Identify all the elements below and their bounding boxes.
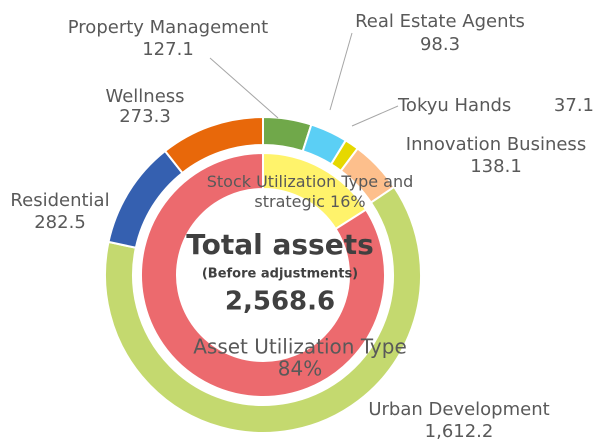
total-label: Total assets: [186, 228, 374, 261]
outer-segment: [104, 185, 422, 434]
inner-label: Stock Utilization Type and strategic 16%: [205, 172, 415, 212]
segment-name: Innovation Business: [406, 134, 586, 155]
leader-line: [209, 57, 279, 119]
outer-segment: [163, 115, 264, 175]
segment-value: 138.1: [470, 156, 522, 177]
inner-name: Stock Utilization Type and strategic: [206, 172, 414, 211]
total-note: (Before adjustments): [202, 267, 358, 282]
segment-value: 98.3: [420, 34, 460, 55]
segment-name: Wellness: [105, 86, 184, 107]
segment-name: Property Management: [68, 17, 268, 38]
total-value: 2,568.6: [225, 287, 335, 317]
segment-name: Tokyu Hands: [397, 95, 511, 116]
segment-name: Residential: [10, 190, 109, 211]
segment-value: 273.3: [119, 106, 171, 127]
leader-line: [329, 32, 353, 111]
inner-value: 84%: [278, 357, 322, 381]
inner-segment: [140, 151, 386, 398]
inner-name: Asset Utilization Type: [193, 335, 407, 359]
segment-value: 37.1: [554, 95, 594, 116]
segment-value: 282.5: [34, 212, 86, 233]
leader-line: [351, 105, 399, 127]
segment-value: 127.1: [142, 39, 194, 60]
segment-value: 1,612.2: [425, 421, 494, 442]
inner-value: 16%: [330, 192, 366, 211]
segment-name: Real Estate Agents: [355, 11, 525, 32]
segment-name: Urban Development: [368, 399, 549, 420]
